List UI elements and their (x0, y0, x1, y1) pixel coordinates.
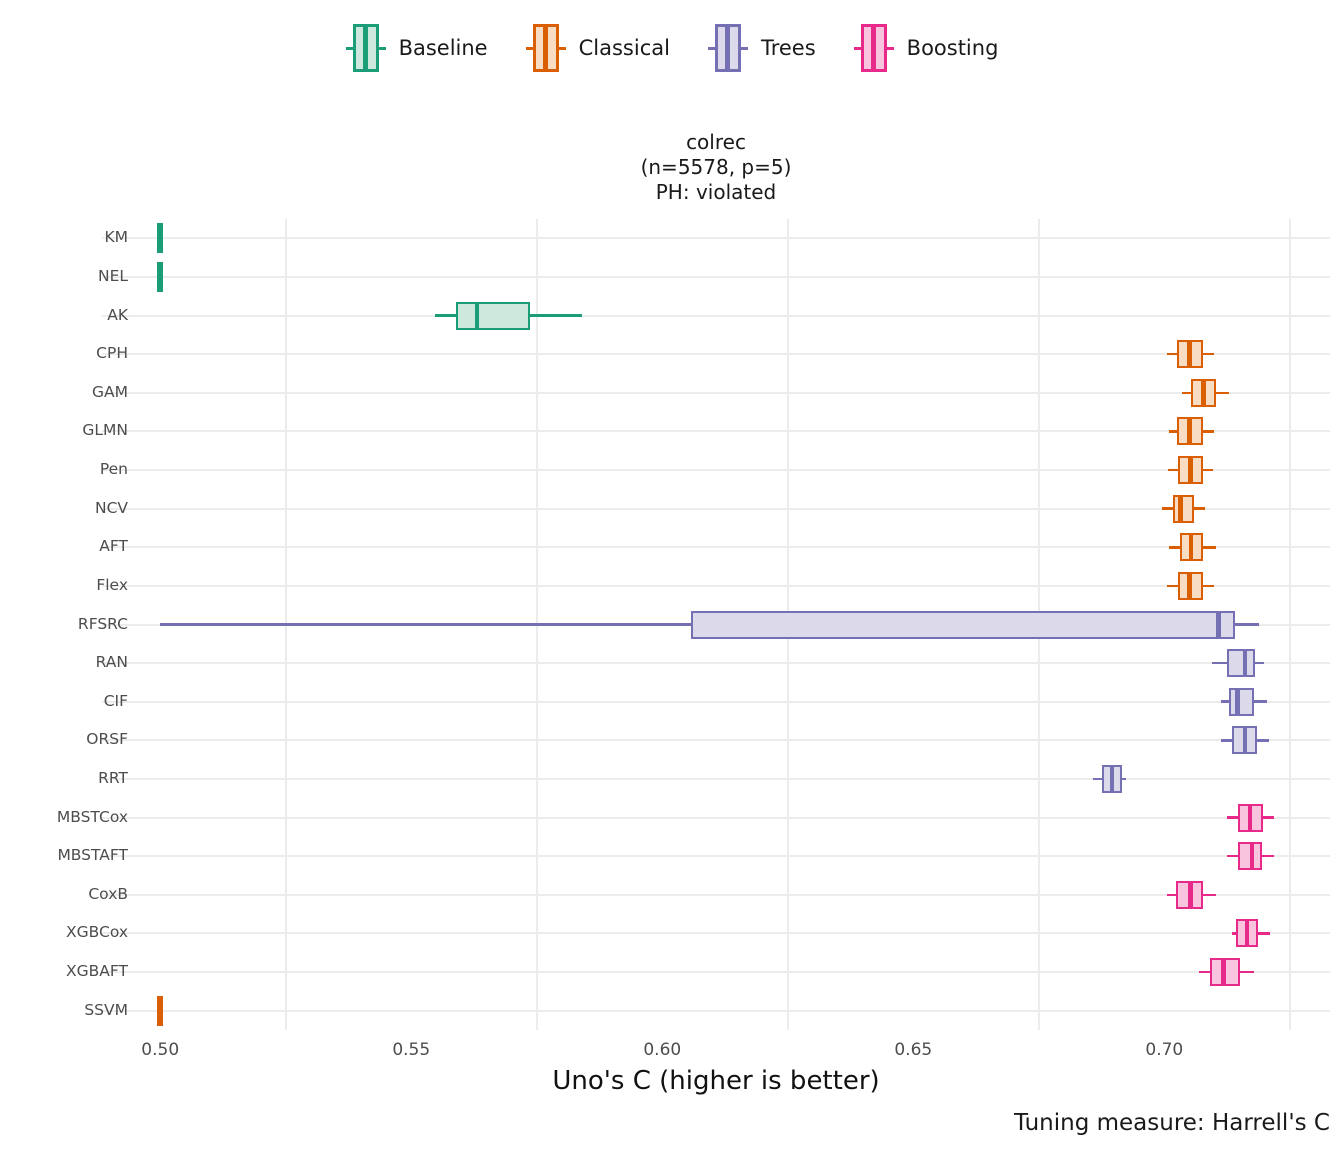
y-tick-label: AK (107, 305, 128, 324)
gridline-horizontal (102, 584, 1330, 587)
x-tick-label: 0.65 (894, 1040, 933, 1060)
y-tick-label: MBSTAFT (57, 846, 128, 865)
x-tick-label: 0.70 (1145, 1040, 1184, 1060)
boxplot-median-ran (1242, 649, 1248, 678)
y-tick-label: XGBAFT (66, 962, 128, 981)
y-tick-label: Flex (96, 575, 128, 594)
y-tick-label: SSVM (84, 1000, 128, 1019)
gridline-horizontal (102, 816, 1330, 819)
boxplot-box-mbstaft (1237, 842, 1263, 871)
gridline-horizontal (102, 546, 1330, 549)
boxplot-median-ncv (1178, 494, 1183, 523)
x-tick-label: 0.50 (141, 1040, 180, 1060)
legend-label: Trees (760, 36, 816, 60)
legend-boxplot-key-icon (707, 22, 748, 74)
plot-title: colrec (n=5578, p=5) PH: violated (102, 130, 1330, 205)
boxplot-median-coxb (1188, 880, 1193, 909)
y-tick-label: Pen (99, 460, 128, 479)
gridline-horizontal (102, 430, 1330, 433)
title-line-dataset: colrec (686, 130, 746, 154)
gridline-horizontal (102, 391, 1330, 394)
y-tick-label: CoxB (88, 884, 128, 903)
boxplot-median-rfsrc (1216, 610, 1221, 639)
legend: Baseline Classical Trees Boosting (0, 22, 1344, 74)
y-tick-label: RAN (95, 653, 128, 672)
legend-item-classical: Classical (525, 22, 670, 74)
boxplot-median-glmn (1187, 417, 1192, 446)
y-tick-label: CIF (103, 691, 128, 710)
gridline-horizontal (102, 507, 1330, 510)
legend-item-baseline: Baseline (345, 22, 488, 74)
x-tick-label: 0.60 (643, 1040, 682, 1060)
y-tick-label: ORSF (86, 730, 128, 749)
boxplot-degenerate-nel (157, 261, 164, 292)
boxplot-median-gam (1201, 378, 1206, 407)
gridline-horizontal (102, 1009, 1330, 1012)
legend-boxplot-key-icon (525, 22, 566, 74)
gridline-horizontal (102, 469, 1330, 472)
boxplot-degenerate-km (157, 223, 164, 254)
gridline-vertical (1288, 219, 1291, 1030)
title-line-ph: PH: violated (655, 180, 777, 204)
y-tick-label: GLMN (82, 421, 128, 440)
boxplot-box-ak (456, 301, 531, 330)
gridline-horizontal (102, 777, 1330, 780)
y-tick-label: CPH (96, 344, 128, 363)
gridline-horizontal (102, 237, 1330, 240)
x-tick-label: 0.55 (392, 1040, 431, 1060)
boxplot-box-ncv (1172, 494, 1195, 523)
boxplot-median-mbstcox (1247, 803, 1253, 832)
y-tick-label: GAM (92, 382, 128, 401)
gridline-horizontal (102, 700, 1330, 703)
gridline-horizontal (102, 855, 1330, 858)
boxplot-box-cif (1228, 687, 1254, 716)
legend-item-trees: Trees (707, 22, 816, 74)
legend-boxplot-key-icon (345, 22, 386, 74)
boxplot-degenerate-ssvm (157, 995, 164, 1026)
boxplot-median-xgbcox (1244, 919, 1250, 948)
gridline-horizontal (102, 662, 1330, 665)
gridline-horizontal (102, 353, 1330, 356)
boxplot-box-ran (1227, 649, 1256, 678)
legend-label: Boosting (906, 36, 999, 60)
y-tick-label: NCV (94, 498, 128, 517)
tuning-caption: Tuning measure: Harrell's C (1014, 1110, 1330, 1136)
y-tick-label: XGBCox (66, 923, 128, 942)
legend-boxplot-key-icon (853, 22, 894, 74)
gridline-horizontal (102, 314, 1330, 317)
boxplot-median-rrt (1109, 764, 1115, 793)
y-tick-label: AFT (99, 537, 128, 556)
title-line-dimensions: (n=5578, p=5) (640, 155, 792, 179)
gridline-horizontal (102, 275, 1330, 278)
legend-label: Baseline (398, 36, 488, 60)
gridline-horizontal (102, 739, 1330, 742)
gridline-horizontal (102, 932, 1330, 935)
boxplot-median-mbstaft (1249, 842, 1255, 871)
legend-label: Classical (578, 36, 670, 60)
y-tick-label: MBSTCox (56, 807, 128, 826)
boxplot-median-ak (474, 301, 480, 330)
boxplot-median-orsf (1242, 726, 1248, 755)
gridline-horizontal (102, 893, 1330, 896)
boxplot-median-flex (1187, 571, 1192, 600)
y-tick-label: NEL (97, 266, 128, 285)
boxplot-median-cph (1187, 340, 1192, 369)
y-tick-label: RFSRC (77, 614, 128, 633)
legend-item-boosting: Boosting (853, 22, 999, 74)
boxplot-median-xgbaft (1221, 958, 1226, 987)
boxplot-box-rfsrc (691, 610, 1236, 639)
boxplot-median-aft (1188, 533, 1194, 562)
boxplot-median-cif (1235, 687, 1240, 716)
gridline-horizontal (102, 971, 1330, 974)
y-tick-label: KM (104, 228, 128, 247)
y-tick-label: RRT (98, 768, 128, 787)
boxplot-median-pen (1188, 456, 1193, 485)
x-axis-label: Uno's C (higher is better) (552, 1066, 880, 1096)
